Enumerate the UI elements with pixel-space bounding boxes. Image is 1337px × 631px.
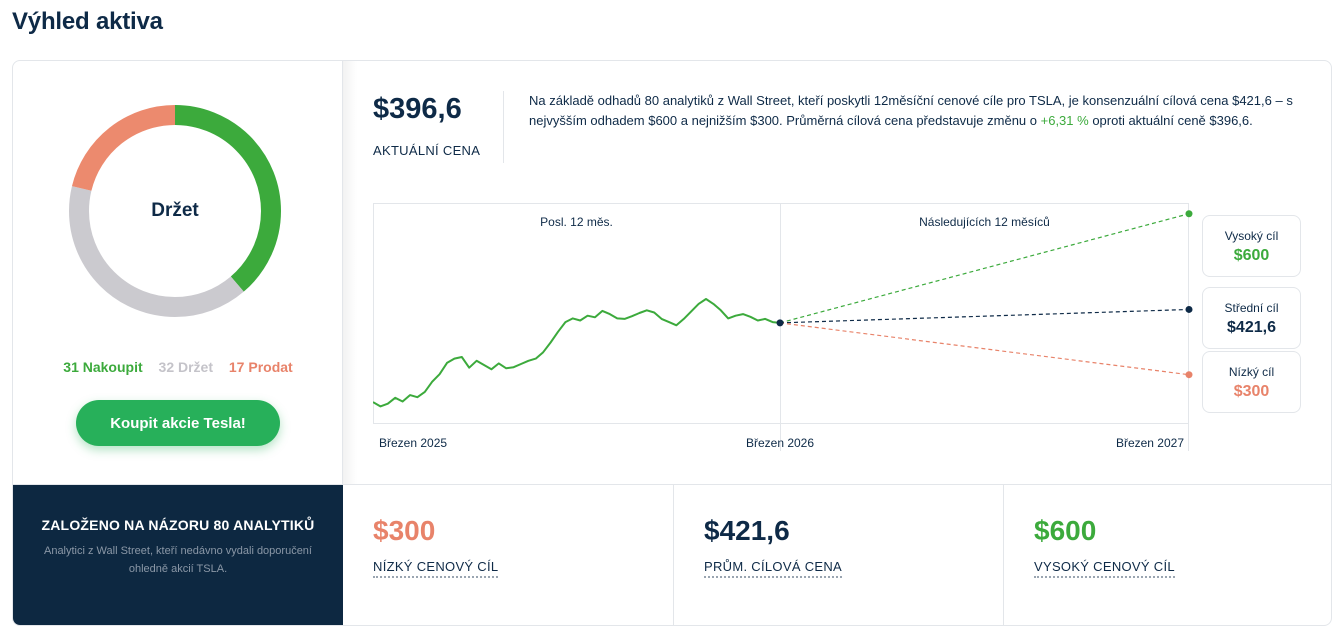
low-price-target-value: $300 (373, 515, 436, 546)
summary-text-end: oproti aktuální ceně $396,6. (1088, 113, 1253, 128)
projection-line-vysok-c-l (779, 213, 1190, 324)
current-price: $396,6 (373, 93, 462, 125)
donut-segment-prodat (69, 105, 281, 317)
avg-price-target-stat: $421,6 PRŮM. CÍLOVÁ CENA (673, 485, 1003, 625)
high-target-box: Vysoký cíl $600 (1202, 215, 1301, 277)
buy-tesla-button[interactable]: Koupit akcie Tesla! (76, 400, 280, 446)
avg-price-target-caption[interactable]: PRŮM. CÍLOVÁ CENA (704, 559, 843, 578)
x-tick-label: Březen 2025 (379, 436, 447, 450)
period-label-future: Následujících 12 měsíců (919, 215, 1050, 229)
x-tick-label: Březen 2027 (1116, 436, 1184, 450)
low-target-value: $300 (1233, 383, 1270, 400)
hold-count: 32 Držet (158, 359, 213, 375)
forecast-summary: Na základě odhadů 80 analytiků z Wall St… (529, 91, 1309, 131)
current-price-caption: AKTUÁLNÍ CENA (373, 143, 481, 158)
consensus-panel: Držet 31 Nakoupit 32 Držet 17 Prodat Kou… (13, 61, 343, 484)
analyst-basis-box: ZALOŽENO NA NÁZORU 80 ANALYTIKŮ Analytic… (13, 485, 343, 625)
summary-change-percent: +6,31 % (1040, 113, 1089, 128)
analyst-forecast-card: Držet 31 Nakoupit 32 Držet 17 Prodat Kou… (12, 60, 1332, 626)
low-price-target-caption[interactable]: NÍZKÝ CENOVÝ CÍL (373, 559, 499, 578)
low-target-label: Nízký cíl (1228, 365, 1275, 379)
high-price-target-stat: $600 VYSOKÝ CENOVÝ CÍL (1003, 485, 1331, 625)
panel-divider-shadow (343, 61, 357, 484)
sell-count: 17 Prodat (228, 359, 293, 375)
price-divider (503, 91, 504, 163)
consensus-rating: Držet (151, 200, 199, 221)
projection-line-n-zk-c-l (779, 322, 1190, 376)
price-target-summary-band: ZALOŽENO NA NÁZORU 80 ANALYTIKŮ Analytic… (13, 484, 1331, 625)
period-label-past: Posl. 12 měs. (540, 215, 613, 229)
donut-segment-dr-et (69, 105, 281, 317)
mid-target-value: $421,6 (1227, 319, 1276, 336)
projection-line-st-edn-c-l (779, 308, 1190, 324)
buy-count: 31 Nakoupit (63, 359, 143, 375)
projection-endpoint-n-zk-c-l (1185, 371, 1193, 379)
high-price-target-value: $600 (1034, 515, 1097, 546)
projection-endpoint-st-edn-c-l (1185, 305, 1193, 313)
analyst-basis-title: ZALOŽENO NA NÁZORU 80 ANALYTIKŮ (41, 517, 315, 533)
price-forecast-chart: Posl. 12 měs. Následujících 12 měsíců Břez… (373, 203, 1193, 451)
high-target-label: Vysoký cíl (1224, 229, 1279, 243)
consensus-donut-chart (69, 105, 281, 317)
analyst-basis-subtitle: Analytici z Wall Street, kteří nedávno v… (43, 545, 312, 575)
mid-target-label: Střední cíl (1224, 301, 1279, 315)
avg-price-target-value: $421,6 (704, 515, 790, 546)
price-history-line (373, 298, 781, 408)
low-target-box: Nízký cíl $300 (1202, 351, 1301, 413)
projection-endpoint-vysok-c-l (1185, 210, 1193, 218)
high-price-target-caption[interactable]: VYSOKÝ CENOVÝ CÍL (1034, 559, 1175, 578)
mid-target-box: Střední cíl $421,6 (1202, 287, 1301, 349)
page-title: Výhled aktiva (12, 8, 163, 35)
x-tick-label: Březen 2026 (746, 436, 814, 450)
summary-text-start: Na základě odhadů 80 analytiků z Wall St… (529, 93, 1293, 128)
high-target-value: $600 (1233, 247, 1270, 264)
low-price-target-stat: $300 NÍZKÝ CENOVÝ CÍL (343, 485, 673, 625)
current-price-dot (776, 319, 784, 327)
rating-counts: 31 Nakoupit 32 Držet 17 Prodat (13, 359, 343, 375)
